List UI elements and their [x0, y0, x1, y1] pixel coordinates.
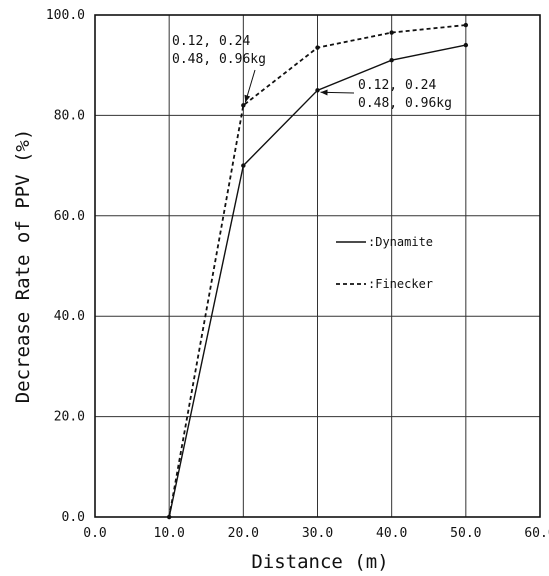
y-axis-label: Decrease Rate of PPV (%)	[12, 129, 34, 404]
data-point	[315, 45, 320, 50]
legend-label: :Finecker	[368, 277, 433, 291]
x-tick-label: 0.0	[83, 526, 106, 541]
data-point	[463, 22, 469, 28]
x-tick-label: 50.0	[450, 526, 481, 541]
y-tick-label: 60.0	[54, 209, 85, 224]
annotation-label: 0.12, 0.24	[172, 34, 250, 49]
annotations: 0.12, 0.24 0.48, 0.96kg 0.12, 0.24 0.48, 0.…	[172, 34, 452, 111]
annotation-label: 0.48, 0.96kg	[358, 96, 452, 111]
y-tick-label: 20.0	[54, 410, 85, 425]
x-tick-label: 40.0	[376, 526, 407, 541]
y-axis-ticks: 0.0 20.0 40.0 60.0 80.0 100.0	[46, 8, 85, 525]
data-point	[315, 88, 320, 93]
data-point	[241, 103, 246, 108]
plot-frame	[94, 14, 541, 518]
x-tick-label: 10.0	[154, 526, 185, 541]
y-tick-label: 100.0	[46, 8, 85, 23]
x-axis-ticks: 0.0 10.0 20.0 30.0 40.0 50.0 60.0	[83, 526, 549, 541]
y-tick-label: 40.0	[54, 309, 85, 324]
data-point	[241, 163, 246, 168]
data-point	[166, 514, 172, 520]
annotation-arrowhead	[244, 94, 251, 103]
y-tick-label: 0.0	[62, 510, 85, 525]
annotation-label: 0.48, 0.96kg	[172, 52, 266, 67]
x-axis-label: Distance (m)	[251, 551, 388, 573]
series-lines	[166, 22, 469, 520]
grid-lines	[95, 15, 540, 517]
legend-label: :Dynamite	[368, 235, 433, 249]
x-tick-label: 30.0	[302, 526, 333, 541]
data-point	[389, 30, 394, 35]
x-tick-label: 60.0	[524, 526, 549, 541]
y-tick-label: 80.0	[54, 108, 85, 123]
annotation-arrowhead	[320, 89, 328, 96]
annotation-label: 0.12, 0.24	[358, 78, 436, 93]
legend: :Dynamite :Finecker	[336, 235, 433, 291]
x-tick-label: 20.0	[228, 526, 259, 541]
data-point	[463, 42, 469, 48]
data-point	[389, 57, 394, 63]
